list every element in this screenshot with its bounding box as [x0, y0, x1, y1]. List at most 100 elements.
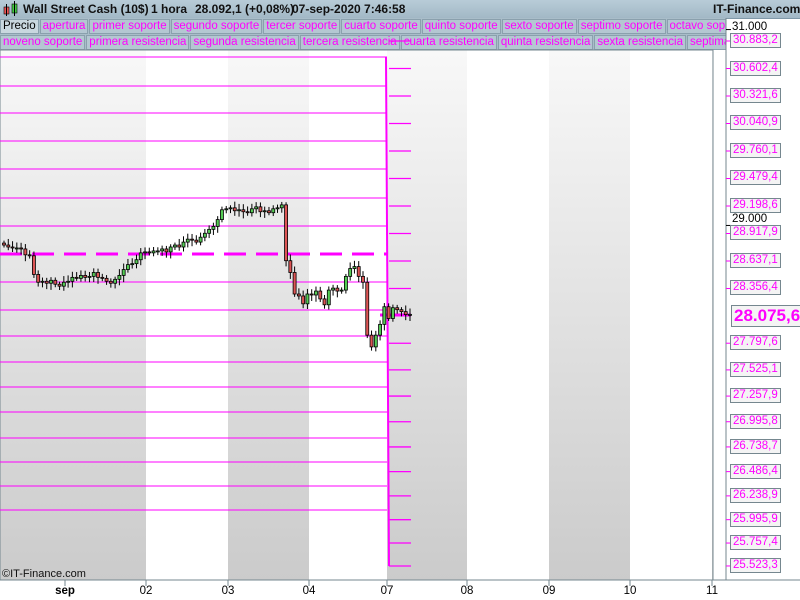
x-tick-label: 08: [460, 585, 474, 597]
candle: [168, 246, 173, 253]
y-tick-label: 29.000: [732, 212, 768, 225]
candle: [352, 266, 357, 269]
day-band: [467, 50, 549, 580]
legend-item[interactable]: noveno soporte: [0, 35, 86, 50]
instrument-title: Wall Street Cash (10$): [23, 2, 149, 16]
candle: [305, 293, 310, 305]
legend-item[interactable]: septimo soporte: [577, 19, 666, 34]
legend-item[interactable]: quinto soporte: [421, 19, 501, 34]
candle: [220, 209, 224, 220]
candle: [382, 306, 387, 325]
y-level-label: 29.760,1: [730, 143, 781, 158]
candle: [185, 238, 190, 243]
candle: [331, 287, 335, 291]
candle: [335, 287, 340, 292]
candle: [117, 274, 122, 280]
legend-item[interactable]: cuarta resistencia: [400, 35, 497, 50]
x-tick-label: 04: [302, 585, 316, 597]
x-tick-label: 02: [139, 585, 153, 597]
candlestick-app-icon: [3, 1, 18, 16]
candle: [138, 252, 143, 261]
candle: [301, 295, 306, 305]
candle: [403, 311, 408, 315]
candle: [241, 209, 246, 213]
y-level-label: 28.356,4: [730, 280, 781, 296]
candle: [318, 290, 323, 300]
candle: [228, 207, 233, 210]
datetime: 07-sep-2020 7:46:58: [292, 2, 406, 16]
candle: [177, 244, 182, 248]
candle: [147, 251, 152, 254]
candle: [96, 272, 100, 278]
y-level-label: 29.479,4: [730, 170, 781, 186]
candle: [173, 244, 177, 248]
candle: [10, 246, 15, 249]
y-level-label: 27.525,1: [730, 361, 781, 377]
legend-row-2: noveno soporte primera resistencia segunda…: [0, 35, 726, 50]
candle: [53, 279, 58, 285]
legend-item[interactable]: septima resister: [687, 35, 726, 50]
x-tick-label: 10: [623, 585, 637, 597]
day-band: [0, 50, 146, 580]
candle: [70, 276, 75, 282]
candle: [74, 276, 79, 279]
candle: [245, 211, 250, 214]
day-band: [630, 50, 712, 580]
legend-item[interactable]: segundo soporte: [170, 19, 263, 34]
candle: [61, 281, 66, 287]
y-level-label: 25.523,3: [730, 557, 781, 573]
candle: [365, 281, 370, 336]
candle: [126, 264, 130, 270]
candle: [164, 248, 169, 253]
candle: [207, 228, 212, 234]
legend-item[interactable]: tercera resistencia: [299, 35, 400, 50]
candle: [369, 334, 374, 348]
candle: [373, 334, 378, 348]
candle: [288, 260, 293, 273]
legend-item[interactable]: cuarto soporte: [341, 19, 421, 34]
timeframe[interactable]: 1 hora: [151, 2, 188, 16]
candle: [386, 306, 391, 319]
candle: [202, 232, 207, 238]
candle: [399, 309, 404, 313]
copyright: ©IT-Finance.com: [2, 568, 86, 580]
candle: [36, 274, 41, 283]
legend-item[interactable]: apertura: [39, 19, 89, 34]
x-tick-label: 07: [380, 585, 394, 597]
candle: [57, 283, 62, 287]
y-level-label: 26.238,9: [730, 487, 781, 503]
candle: [211, 226, 216, 230]
candle: [190, 238, 194, 241]
candle: [23, 248, 28, 256]
candle: [356, 266, 361, 277]
current-price-label: 28.075,6: [731, 304, 800, 327]
candle: [2, 242, 6, 246]
candle: [271, 208, 276, 214]
candle: [198, 236, 203, 243]
candle: [14, 247, 19, 250]
candle: [339, 289, 344, 292]
candle: [361, 275, 365, 283]
y-level-label: 27.257,9: [730, 388, 781, 404]
quote: 28.092,1 (+0,08%): [195, 2, 295, 16]
legend-item[interactable]: sexto soporte: [501, 19, 577, 34]
legend-item[interactable]: tercer soporte: [263, 19, 341, 34]
candle: [181, 241, 186, 248]
candle: [155, 250, 160, 253]
candle: [237, 209, 241, 212]
x-tick-label: 09: [542, 585, 556, 597]
legend-item[interactable]: primer soporte: [89, 19, 170, 34]
y-level-label: 26.995,8: [730, 413, 781, 429]
y-level-label: 26.738,7: [730, 438, 781, 454]
candle: [258, 206, 263, 213]
y-level-label: 28.637,1: [730, 252, 781, 268]
candle: [87, 275, 92, 278]
candle: [215, 219, 220, 227]
legend-item[interactable]: Precio: [0, 19, 39, 34]
candle: [6, 244, 11, 248]
candle: [121, 269, 126, 276]
title-bar: Wall Street Cash (10$) 1 hora 28.092,1 (…: [0, 0, 800, 19]
candle: [391, 307, 395, 319]
legend-item[interactable]: octavo soporte: [666, 19, 726, 34]
